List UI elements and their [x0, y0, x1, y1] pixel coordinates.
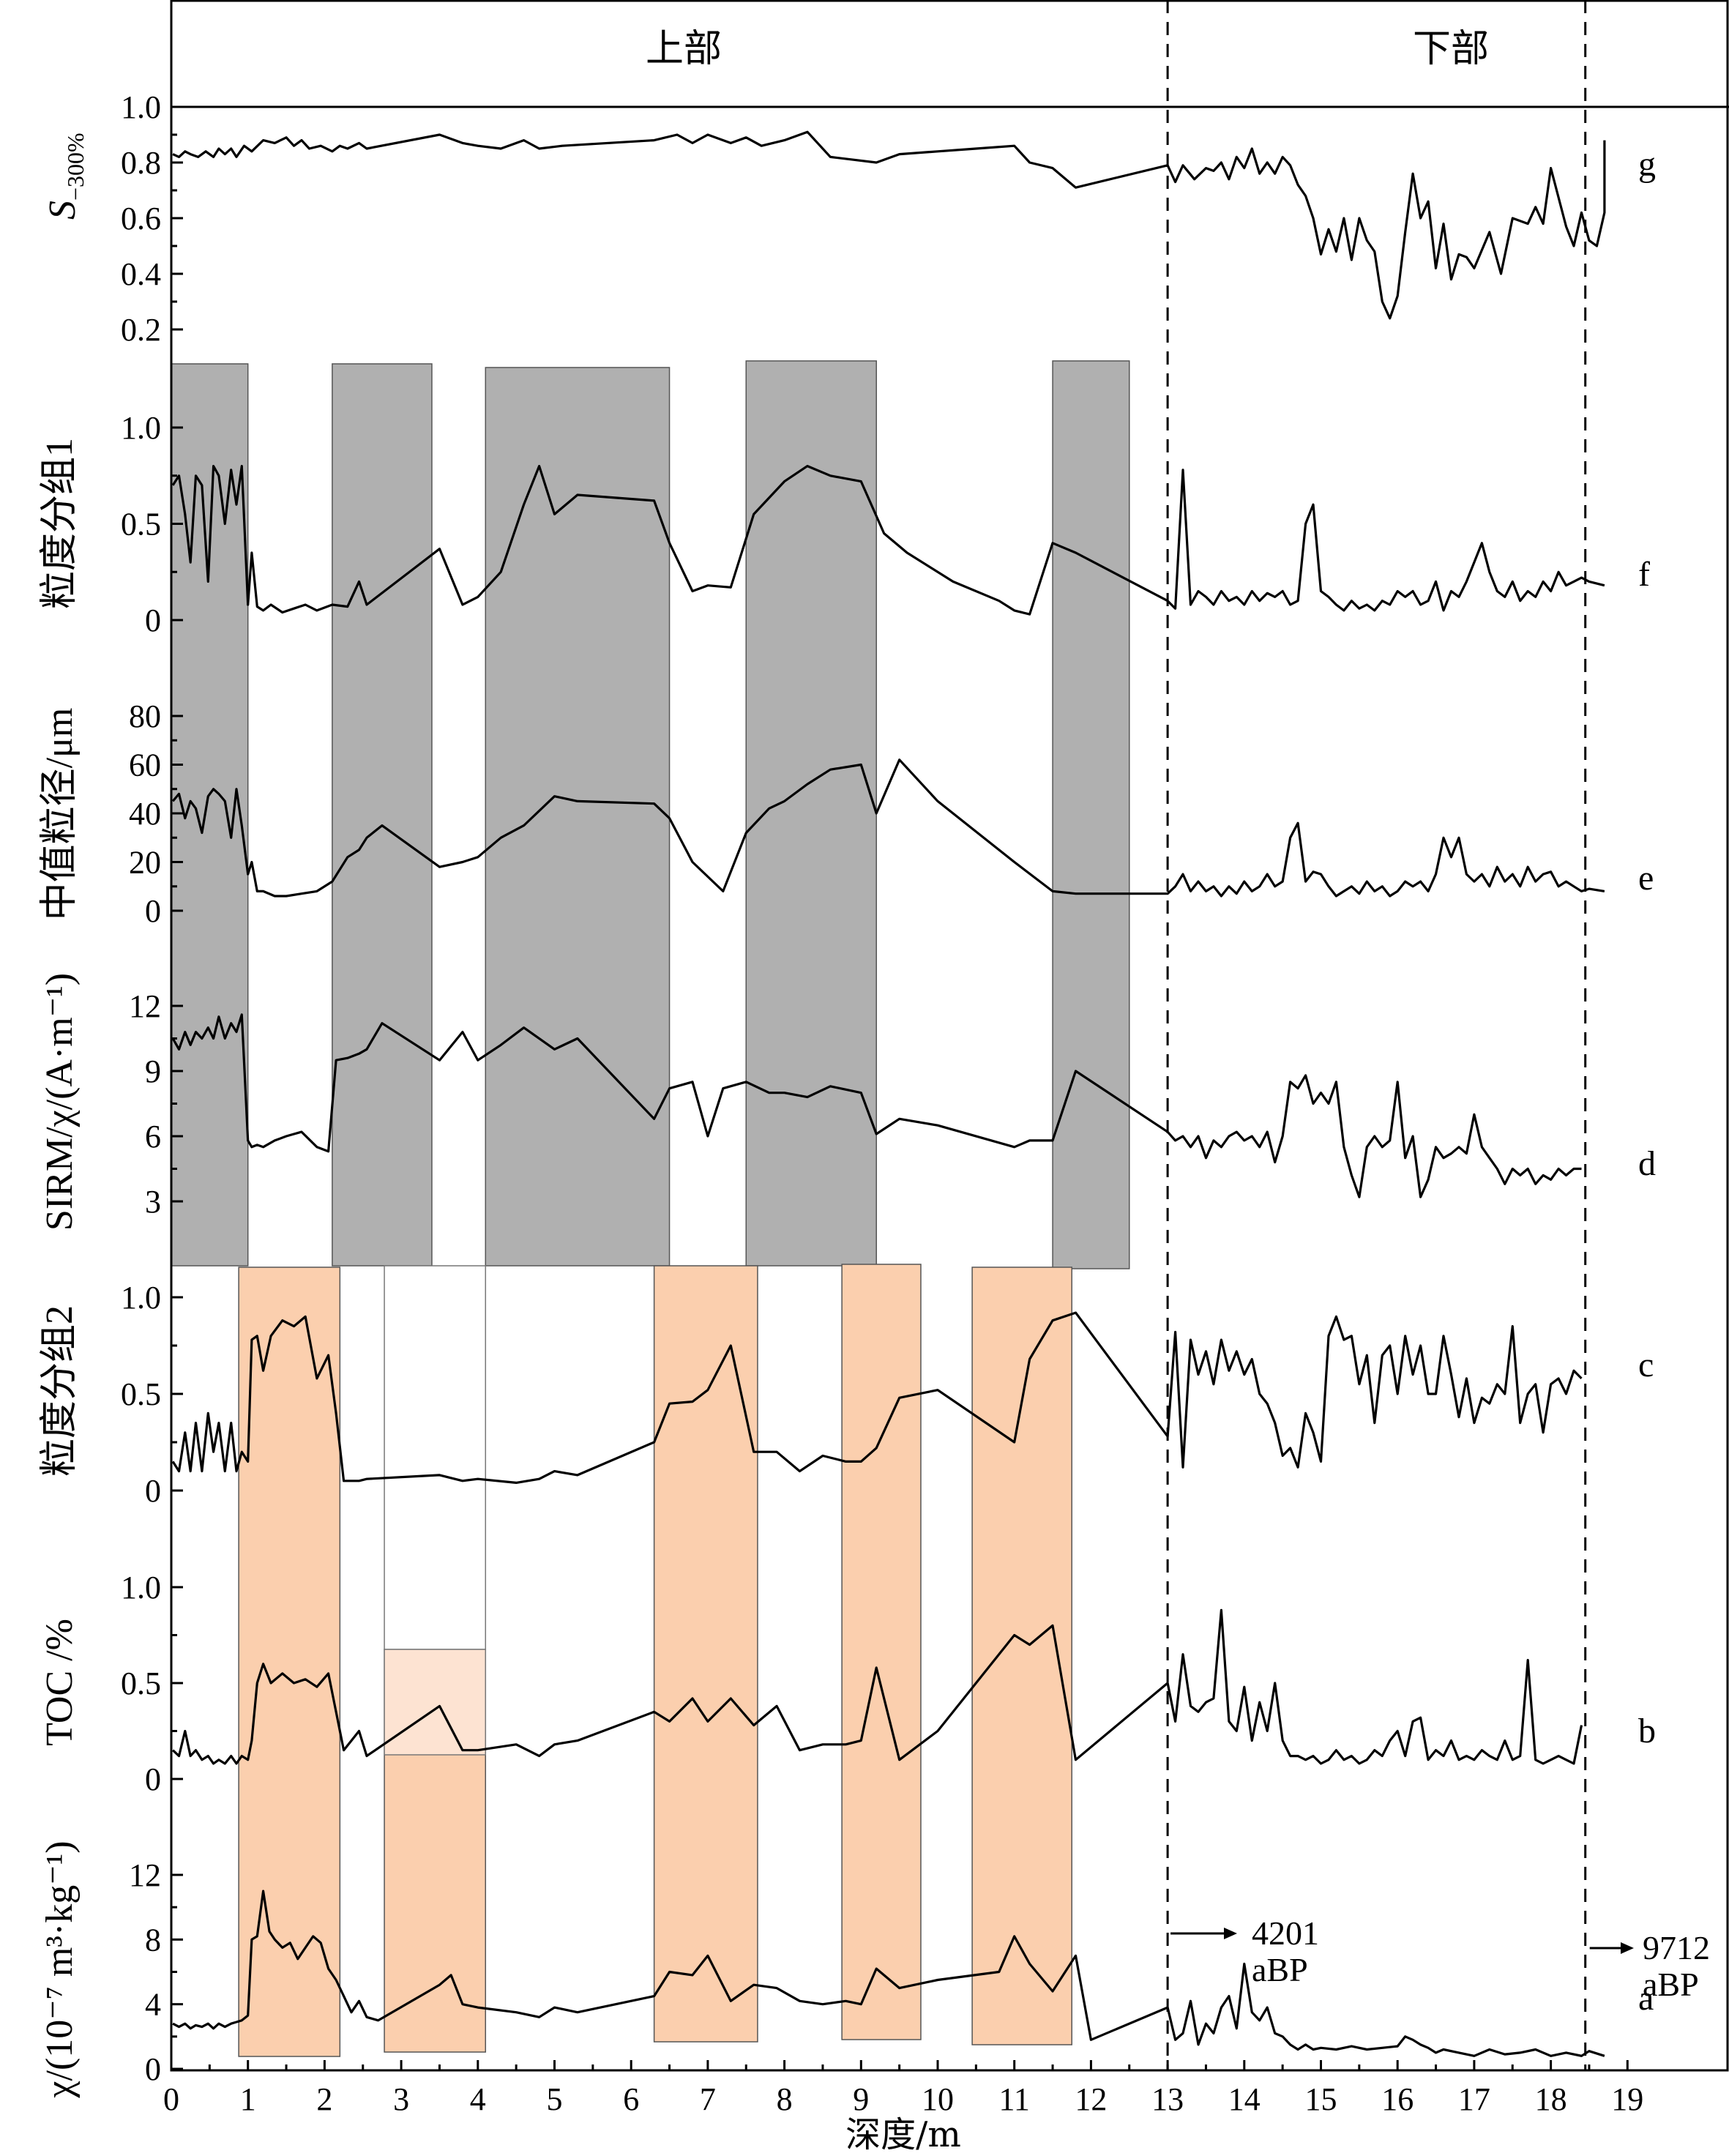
y-tick-label: 6: [145, 1119, 161, 1155]
arrow-head-icon: [1621, 1942, 1634, 1954]
x-tick-label: 17: [1458, 2081, 1490, 2117]
y-tick-label: 12: [129, 988, 161, 1024]
y-axis-label-sub: −300%: [62, 133, 89, 201]
x-tick-label: 16: [1381, 2081, 1414, 2117]
x-tick-label: 18: [1535, 2081, 1567, 2117]
x-tick-label: 10: [922, 2081, 954, 2117]
y-tick-label: 0: [145, 1473, 161, 1509]
outline-band: [384, 1265, 487, 1650]
y-tick-label: 0: [145, 893, 161, 929]
y-tick-label: 4: [145, 1987, 161, 2023]
y-tick-label: 0.4: [121, 256, 161, 292]
y-tick-label: 0.2: [121, 312, 161, 348]
orange-band: [238, 1267, 341, 2057]
x-tick-label: 1: [240, 2081, 256, 2117]
data-series: [171, 130, 1606, 2057]
labels: 上部 下部0 1 2 3 4 5 6 7 8 9 10 11 12 13 14 15 16 17 18 19深度/m0.…: [39, 27, 1710, 2155]
y-tick-label: 1.0: [121, 410, 161, 446]
light-band: [384, 1649, 487, 1756]
y-tick-label: 0.5: [121, 1376, 161, 1412]
orange-band: [653, 1265, 758, 2043]
series-line-a: [172, 1890, 1605, 2057]
x-tick-label: 9: [853, 2081, 869, 2117]
y-axis-label: 粒度分组2: [39, 1305, 81, 1477]
x-tick-label: 15: [1305, 2081, 1337, 2117]
series-line-f: [171, 464, 1605, 616]
x-tick-label: 5: [547, 2081, 563, 2117]
y-axis-label-main: S: [42, 201, 83, 220]
axes: [170, 0, 1729, 2072]
series-line-e: [171, 758, 1605, 898]
y-axis-label: 粒度分组1: [39, 438, 81, 609]
annotation-age: 9712: [1643, 1929, 1710, 1966]
annotation-unit: aBP: [1643, 1966, 1699, 2003]
y-axis-label: χ/(10⁻⁷ m³·kg⁻¹): [39, 1840, 81, 2098]
series-line-b: [172, 1608, 1583, 1765]
y-tick-label: 0.6: [121, 201, 161, 236]
panel-letter: g: [1638, 145, 1656, 184]
gray-band: [485, 367, 671, 1267]
series-line-d: [171, 1013, 1582, 1198]
y-tick-label: 0.5: [121, 507, 161, 542]
x-tick-label: 13: [1151, 2081, 1184, 2117]
shaded-bands: [171, 360, 1130, 2057]
y-tick-label: 1.0: [121, 89, 161, 125]
y-axis-label: SIRM/χ/(A·m⁻¹): [39, 973, 81, 1231]
panel-letter: c: [1638, 1346, 1654, 1384]
series-line-g: [172, 130, 1606, 320]
y-tick-label: 0: [145, 2051, 161, 2087]
y-tick-label: 9: [145, 1053, 161, 1089]
segment-label: 下部: [1413, 27, 1489, 71]
annotation-age: 4201: [1252, 1914, 1319, 1952]
y-tick-label: 1.0: [121, 1280, 161, 1316]
y-axis-label: TOC /%: [39, 1619, 81, 1746]
y-tick-label: 8: [145, 1922, 161, 1958]
y-tick-label: 1.0: [121, 1570, 161, 1605]
x-tick-label: 4: [470, 2081, 486, 2117]
y-tick-label: 3: [145, 1184, 161, 1220]
y-tick-label: 40: [129, 796, 161, 832]
orange-band: [841, 1264, 922, 2040]
segment-label: 上部: [646, 27, 722, 71]
gray-band: [332, 363, 433, 1267]
x-tick-label: 14: [1228, 2081, 1261, 2117]
x-tick-label: 11: [999, 2081, 1030, 2117]
y-tick-label: 0.5: [121, 1666, 161, 1701]
panel-letter: e: [1638, 859, 1654, 898]
gray-band: [745, 360, 877, 1267]
x-axis-label: 深度/m: [845, 2114, 961, 2155]
y-tick-label: 60: [129, 747, 161, 783]
arrow-head-icon: [1224, 1928, 1237, 1939]
series-line-c: [171, 1311, 1583, 1485]
y-tick-label: 80: [129, 698, 161, 734]
x-tick-label: 19: [1611, 2081, 1643, 2117]
plot-frame: [170, 0, 1729, 2072]
x-tick-label: 2: [316, 2081, 332, 2117]
x-tick-label: 0: [163, 2081, 179, 2117]
y-tick-label: 20: [129, 845, 161, 881]
y-tick-label: 0: [145, 603, 161, 638]
x-tick-label: 7: [700, 2081, 716, 2117]
gray-band: [1052, 360, 1130, 1269]
x-tick-label: 12: [1075, 2081, 1107, 2117]
panel-letter: f: [1638, 555, 1650, 594]
x-tick-label: 3: [393, 2081, 409, 2117]
panel-letter: d: [1638, 1144, 1656, 1183]
panel-letter: a: [1638, 1979, 1654, 2018]
y-tick-label: 12: [129, 1857, 161, 1893]
annotation-unit: aBP: [1252, 1951, 1308, 1988]
y-axis-label: 中值粒径/μm: [39, 708, 81, 921]
y-axis-label: S−300%: [42, 133, 89, 220]
x-tick-label: 8: [777, 2081, 793, 2117]
x-tick-label: 6: [623, 2081, 639, 2117]
y-tick-label: 0.8: [121, 145, 161, 181]
panel-letter: b: [1638, 1712, 1656, 1750]
y-tick-label: 0: [145, 1761, 161, 1797]
